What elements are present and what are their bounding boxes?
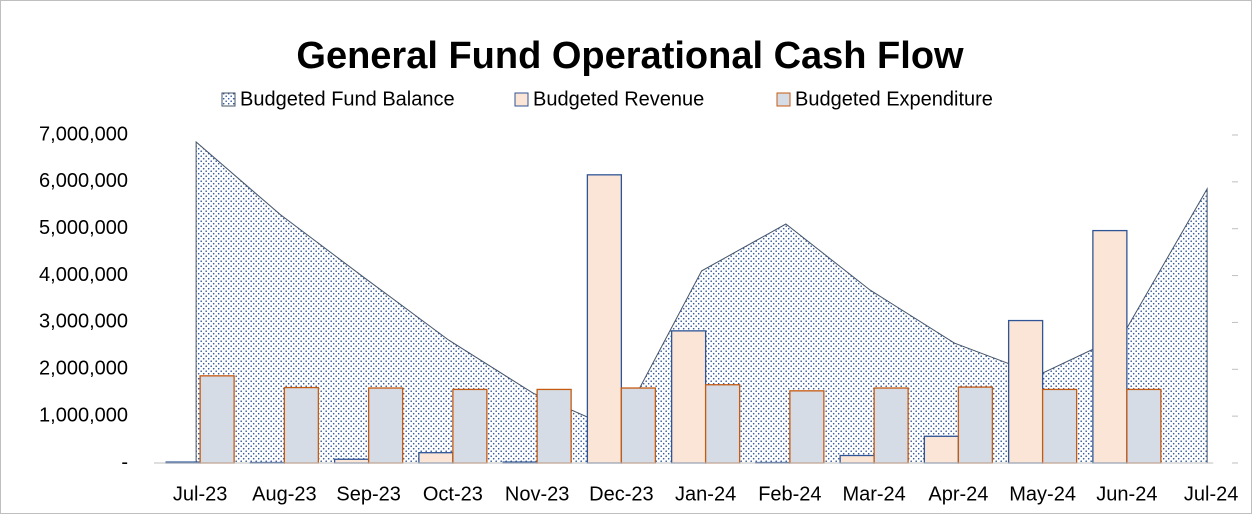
bar	[620, 387, 657, 464]
x-tick-label: Feb-24	[758, 483, 821, 505]
y-tick-label: -	[121, 451, 128, 473]
x-tick-label: Jan-24	[675, 483, 736, 505]
bar	[839, 454, 875, 464]
bar	[586, 174, 623, 464]
bar	[1092, 229, 1128, 464]
y-tick-label: 1,000,000	[39, 404, 128, 426]
bar	[367, 387, 404, 464]
bar	[1007, 319, 1044, 464]
bar	[923, 435, 960, 464]
y-tick-label: 5,000,000	[39, 217, 128, 239]
legend-swatch	[514, 92, 529, 107]
legend-label: Budgeted Revenue	[533, 88, 704, 110]
bar	[1041, 388, 1078, 464]
x-tick-label: Jul-23	[173, 483, 227, 505]
x-tick-label: Jun-24	[1096, 483, 1157, 505]
x-tick-label: May-24	[1009, 483, 1076, 505]
bar	[873, 387, 909, 464]
bar	[704, 384, 741, 464]
y-tick-label: 2,000,000	[39, 358, 128, 380]
bar	[536, 388, 572, 464]
bar	[957, 386, 994, 464]
legend-swatch	[776, 92, 791, 107]
area	[195, 140, 1208, 464]
legend-label: Budgeted Expenditure	[795, 88, 993, 110]
bar	[789, 390, 825, 464]
chart-title: General Fund Operational Cash Flow	[296, 35, 964, 77]
bar	[1126, 388, 1162, 464]
bar	[333, 458, 370, 464]
y-tick-label: 3,000,000	[39, 311, 128, 333]
x-tick-label: Aug-23	[252, 483, 317, 505]
bar	[452, 388, 488, 464]
legend-label: Budgeted Fund Balance	[240, 88, 455, 110]
bar	[199, 375, 235, 464]
y-tick-label: 6,000,000	[39, 170, 128, 192]
y-tick-label: 4,000,000	[39, 264, 128, 286]
x-tick-label: Jul-24	[1184, 483, 1238, 505]
y-tick-label: 7,000,000	[39, 123, 128, 145]
x-tick-label: Nov-23	[505, 483, 569, 505]
x-tick-label: Mar-24	[842, 483, 905, 505]
x-tick-label: Dec-23	[589, 483, 653, 505]
x-tick-label: Sep-23	[336, 483, 401, 505]
bar	[283, 386, 320, 464]
x-tick-label: Oct-23	[423, 483, 483, 505]
legend-swatch	[221, 92, 236, 107]
bar	[418, 452, 454, 464]
bar	[670, 330, 707, 464]
x-tick-label: Apr-24	[928, 483, 988, 505]
